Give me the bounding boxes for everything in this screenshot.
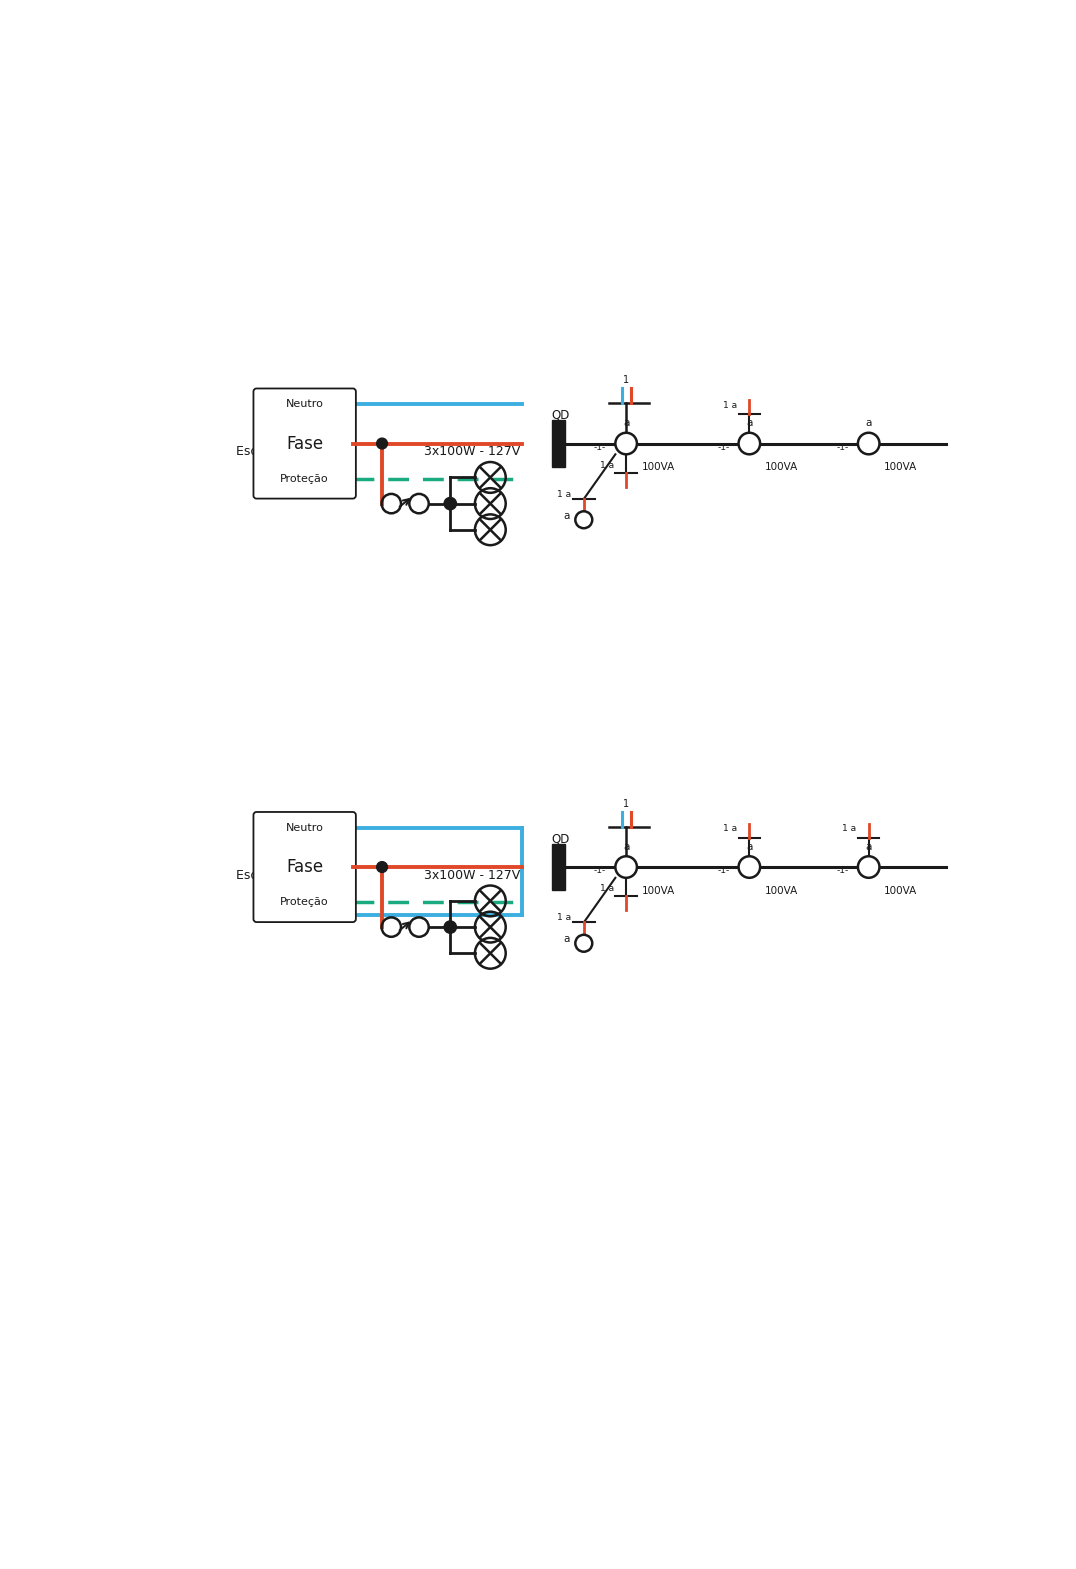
Text: 100VA: 100VA [884,461,918,472]
Bar [552,844,565,890]
Text: QD: QD [552,833,570,846]
FancyBboxPatch shape [254,389,356,499]
Text: -1-: -1- [594,866,606,876]
Text: 100VA: 100VA [765,461,798,472]
Circle shape [615,857,637,877]
Text: 1 a: 1 a [557,913,571,923]
Circle shape [858,433,879,455]
Text: Esquema multifilar: Esquema multifilar [236,869,354,882]
Text: 100VA: 100VA [765,885,798,896]
Text: 3x100W - 127V: 3x100W - 127V [424,446,521,458]
Bar [552,420,565,466]
Circle shape [738,433,760,455]
Text: a: a [865,841,872,852]
Text: 100VA: 100VA [641,885,675,896]
Text: Esquema multifilar: Esquema multifilar [236,446,354,458]
Text: 1: 1 [623,375,629,384]
Circle shape [444,921,456,934]
Text: Fase: Fase [286,435,323,452]
Text: a: a [564,511,570,521]
Text: a: a [746,841,752,852]
Text: 1 a: 1 a [557,490,571,499]
Text: 1 a: 1 a [723,400,737,410]
Text: a: a [564,935,570,945]
Text: Fase: Fase [286,858,323,876]
Circle shape [576,511,592,529]
Circle shape [858,857,879,877]
FancyBboxPatch shape [254,813,356,923]
Circle shape [576,935,592,952]
Text: 1 a: 1 a [599,461,613,469]
Text: -1-: -1- [717,442,730,452]
Text: 100VA: 100VA [641,461,675,472]
Text: -1-: -1- [594,442,606,452]
Text: Proteção: Proteção [281,474,329,483]
Text: 1 a: 1 a [723,824,737,833]
Text: Proteção: Proteção [281,897,329,907]
Text: 3x100W - 127V: 3x100W - 127V [424,869,521,882]
Circle shape [615,433,637,455]
Text: a: a [623,841,629,852]
Text: a: a [623,417,629,428]
Text: a: a [746,417,752,428]
Text: 1 a: 1 a [599,883,613,893]
Text: 1 a: 1 a [843,824,856,833]
Circle shape [377,861,387,872]
Text: 1: 1 [623,799,629,808]
Text: -1-: -1- [836,866,849,876]
Circle shape [444,497,456,510]
Circle shape [738,857,760,877]
Text: 100VA: 100VA [884,885,918,896]
Text: Neutro: Neutro [286,399,324,410]
Text: QD: QD [552,410,570,422]
Text: a: a [865,417,872,428]
Text: -1-: -1- [717,866,730,876]
Text: -1-: -1- [836,442,849,452]
Circle shape [377,438,387,449]
Text: Neutro: Neutro [286,822,324,833]
